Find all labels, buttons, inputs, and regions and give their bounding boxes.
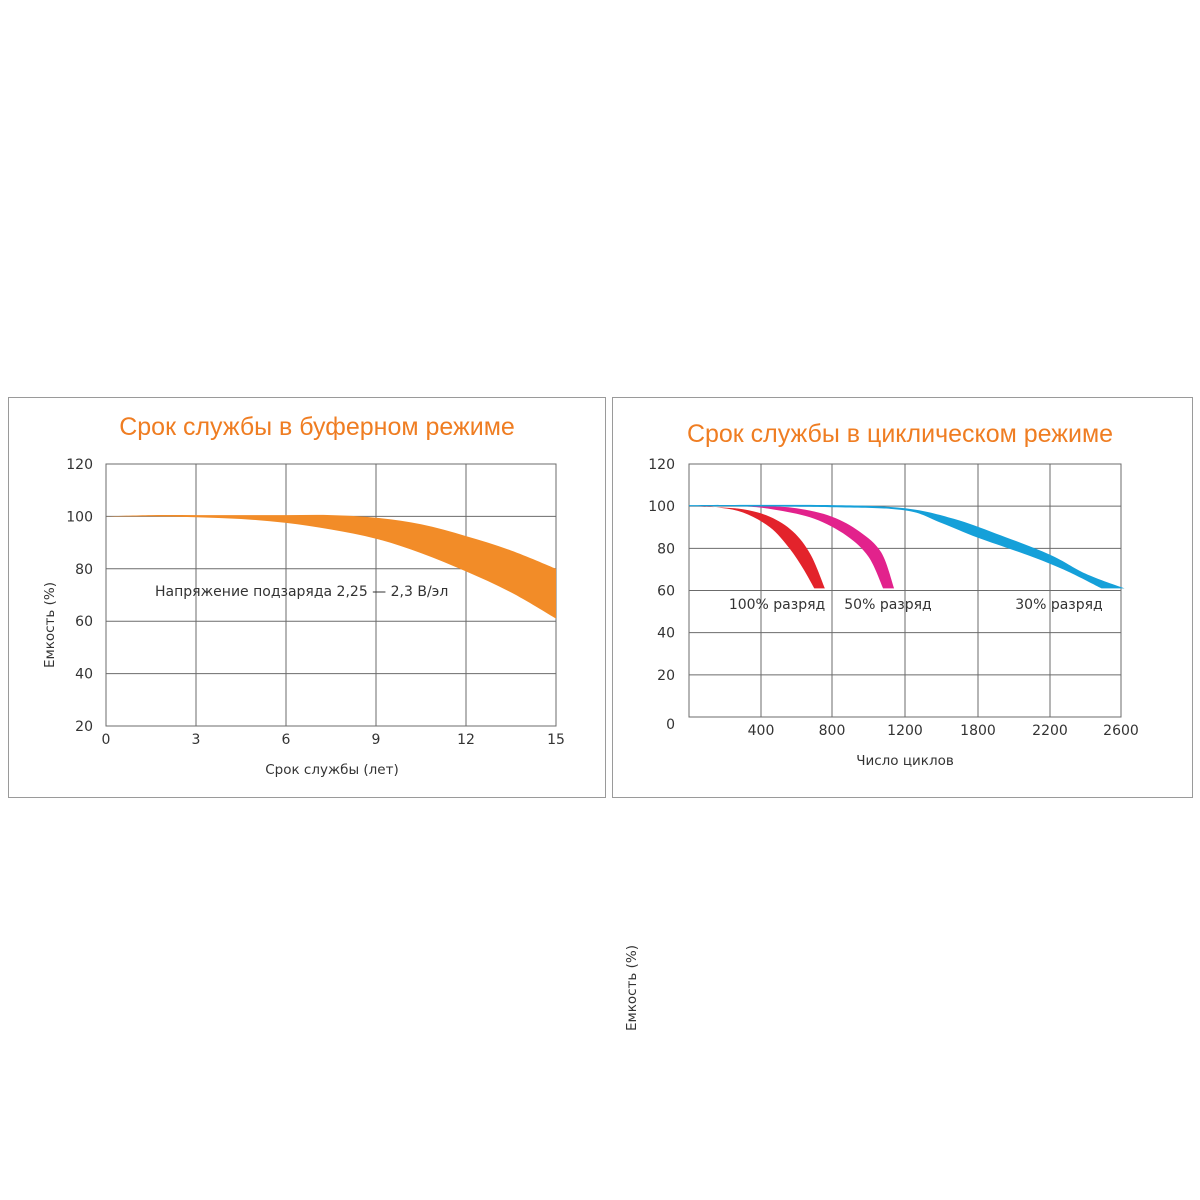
x-tick-label: 12 [457, 732, 475, 748]
discharge-band [689, 505, 895, 589]
chart-ticks: 120 100 80 60 40 20 0 400 800 1200 1800 2200 2600 [648, 457, 1139, 739]
y-axis-label: Емкость (%) [42, 582, 58, 668]
y-tick-label: 120 [66, 457, 93, 473]
series-label: 100% разряд [729, 597, 825, 613]
x-tick-label: 1200 [887, 723, 923, 739]
discharge-band [689, 506, 825, 589]
y-tick-label: 0 [666, 717, 675, 733]
charge-voltage-annotation: Напряжение подзаряда 2,25 — 2,3 В/эл [155, 584, 448, 600]
buffer-mode-chart: Срок службы в буферном режиме 1201008060… [42, 413, 565, 778]
capacity-band [106, 514, 556, 619]
y-tick-label: 100 [648, 499, 675, 515]
series-label: 50% разряд [844, 597, 931, 613]
x-tick-label: 0 [102, 732, 111, 748]
chart-title: Срок службы в циклическом режиме [687, 420, 1113, 448]
x-axis-label: Число циклов [856, 753, 954, 769]
cyclic-mode-chart-panel: Срок службы в циклическом режиме 120 100 8… [612, 397, 1193, 1031]
x-tick-label: 6 [282, 732, 291, 748]
y-tick-label: 20 [657, 668, 675, 684]
y-tick-label: 60 [657, 584, 675, 600]
y-tick-label: 80 [75, 562, 93, 578]
chart-title: Срок службы в буферном режиме [119, 413, 515, 441]
series-labels: 100% разряд 50% разряд 30% разряд [729, 597, 1103, 613]
cyclic-mode-chart: Срок службы в циклическом режиме 120 100 8… [624, 420, 1139, 1031]
y-tick-label: 40 [75, 667, 93, 683]
series-label: 30% разряд [1015, 597, 1102, 613]
x-tick-label: 9 [372, 732, 381, 748]
x-tick-label: 400 [748, 723, 775, 739]
x-tick-label: 3 [192, 732, 201, 748]
x-tick-label: 15 [547, 732, 565, 748]
x-axis-label: Срок службы (лет) [265, 762, 399, 778]
x-tick-label: 800 [819, 723, 846, 739]
y-tick-label: 60 [75, 614, 93, 630]
x-tick-label: 2600 [1103, 723, 1139, 739]
y-tick-label: 20 [75, 719, 93, 735]
y-tick-label: 100 [66, 509, 93, 525]
y-tick-label: 80 [657, 541, 675, 557]
y-axis-label: Емкость (%) [624, 945, 640, 1031]
y-tick-label: 40 [657, 626, 675, 642]
y-tick-label: 120 [648, 457, 675, 473]
x-tick-label: 2200 [1032, 723, 1068, 739]
chart-bands [106, 514, 556, 619]
buffer-mode-chart-panel: Срок службы в буферном режиме 120 100 80 60… [8, 397, 606, 798]
chart-ticks: 120 100 80 60 40 20 0 3 6 9 12 15 [66, 457, 565, 748]
x-tick-label: 1800 [960, 723, 996, 739]
chart-bands [689, 504, 1125, 589]
chart-grid [688, 463, 1122, 718]
